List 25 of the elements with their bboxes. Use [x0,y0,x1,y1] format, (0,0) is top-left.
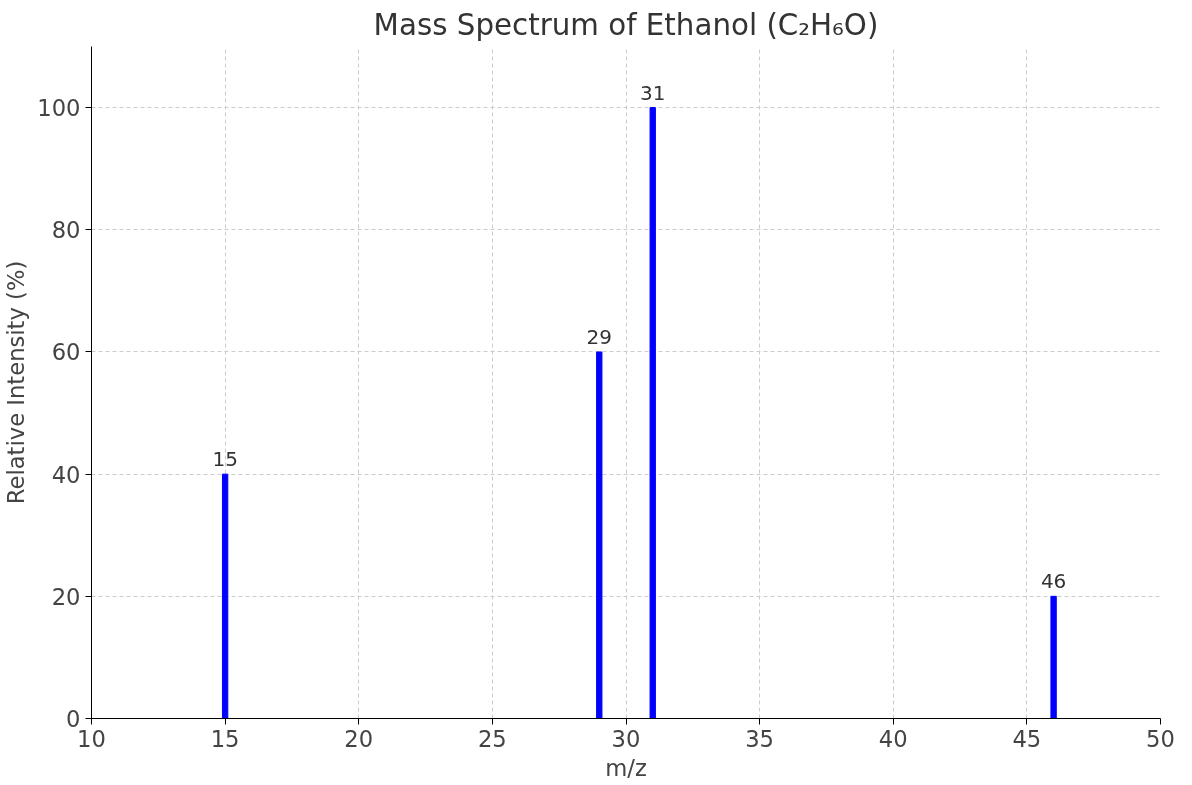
x-tick-label: 20 [344,725,374,752]
y-tick-label: 40 [51,461,81,488]
x-tick-label: 45 [1012,725,1042,752]
x-tick-label: 50 [1146,725,1175,752]
bar [1050,595,1057,719]
annotation: 15 [212,447,238,472]
x-tick-label: 15 [210,725,240,752]
x-tick-label: 10 [77,725,106,752]
annotation: 46 [1040,569,1067,594]
annotation: 31 [640,80,666,105]
chart-title: Mass Spectrum of Ethanol (C₂H₆O) [373,7,879,42]
bar [221,473,229,719]
bar [649,107,656,719]
bar [596,351,603,719]
y-tick-label: 100 [37,95,81,122]
annotation: 29 [586,324,612,349]
x-tick-label: 40 [878,725,908,752]
x-tick-label: 25 [477,725,507,752]
y-axis-title: Relative Intensity (%) [3,260,30,505]
y-tick-label: 80 [51,217,81,244]
x-axis-title: m/z [605,754,647,781]
y-tick-label: 20 [51,583,81,610]
y-tick-label: 60 [51,339,81,366]
x-tick-label: 35 [745,725,775,752]
x-tick-label: 30 [611,725,641,752]
